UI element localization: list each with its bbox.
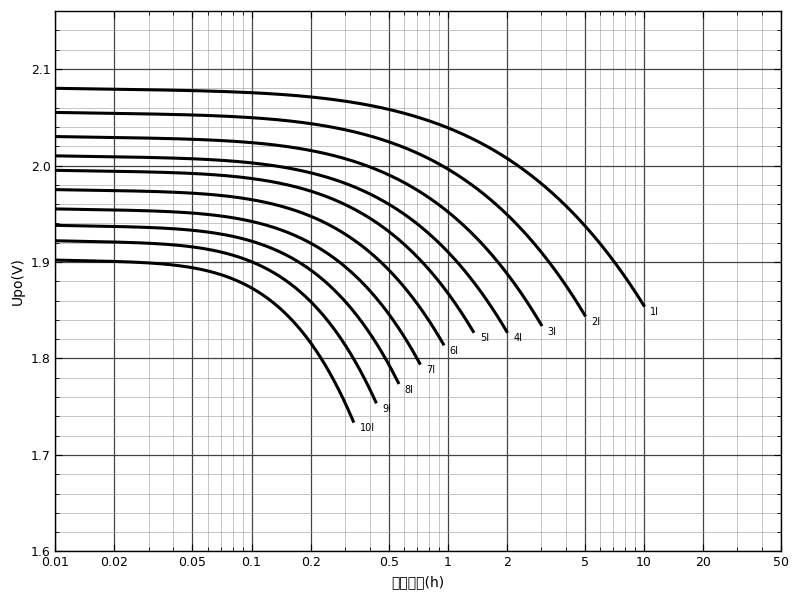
Text: 9I: 9I: [382, 404, 391, 414]
Text: 6I: 6I: [450, 346, 459, 356]
Text: 1I: 1I: [650, 307, 659, 317]
Y-axis label: Upo(V): Upo(V): [11, 257, 25, 305]
Text: 8I: 8I: [405, 385, 414, 395]
X-axis label: 放电时间(h): 放电时间(h): [391, 575, 445, 589]
Text: 3I: 3I: [548, 326, 557, 337]
Text: 7I: 7I: [426, 365, 435, 375]
Text: 2I: 2I: [591, 317, 601, 327]
Text: 5I: 5I: [480, 334, 489, 343]
Text: 4I: 4I: [514, 334, 522, 343]
Text: 10I: 10I: [360, 423, 375, 433]
